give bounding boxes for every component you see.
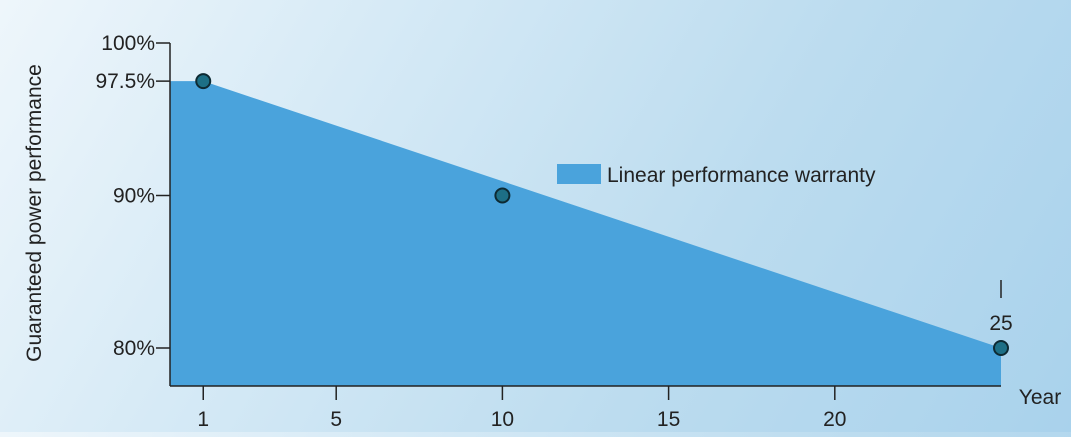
x-tick-label: 1 bbox=[197, 408, 209, 431]
x-end-label: 25 bbox=[989, 312, 1012, 335]
data-point bbox=[195, 73, 212, 90]
y-tick-label: 97.5% bbox=[95, 70, 155, 93]
x-tick-label: 10 bbox=[491, 408, 514, 431]
legend: Linear performance warranty bbox=[557, 164, 876, 187]
y-axis-label: Guaranteed power performance bbox=[23, 64, 46, 362]
legend-swatch bbox=[557, 164, 601, 184]
warranty-area bbox=[170, 81, 1001, 386]
x-axis-label: Year bbox=[1019, 386, 1061, 409]
data-point bbox=[993, 340, 1009, 356]
x-tick-label: 20 bbox=[823, 408, 846, 431]
x-tick-label: 5 bbox=[330, 408, 342, 431]
y-tick-label: 90% bbox=[113, 185, 155, 208]
y-tick-label: 100% bbox=[101, 32, 155, 55]
data-point bbox=[494, 187, 511, 204]
x-tick-label: 15 bbox=[657, 408, 680, 431]
legend-label: Linear performance warranty bbox=[607, 164, 876, 187]
y-tick-label: 80% bbox=[113, 337, 155, 360]
